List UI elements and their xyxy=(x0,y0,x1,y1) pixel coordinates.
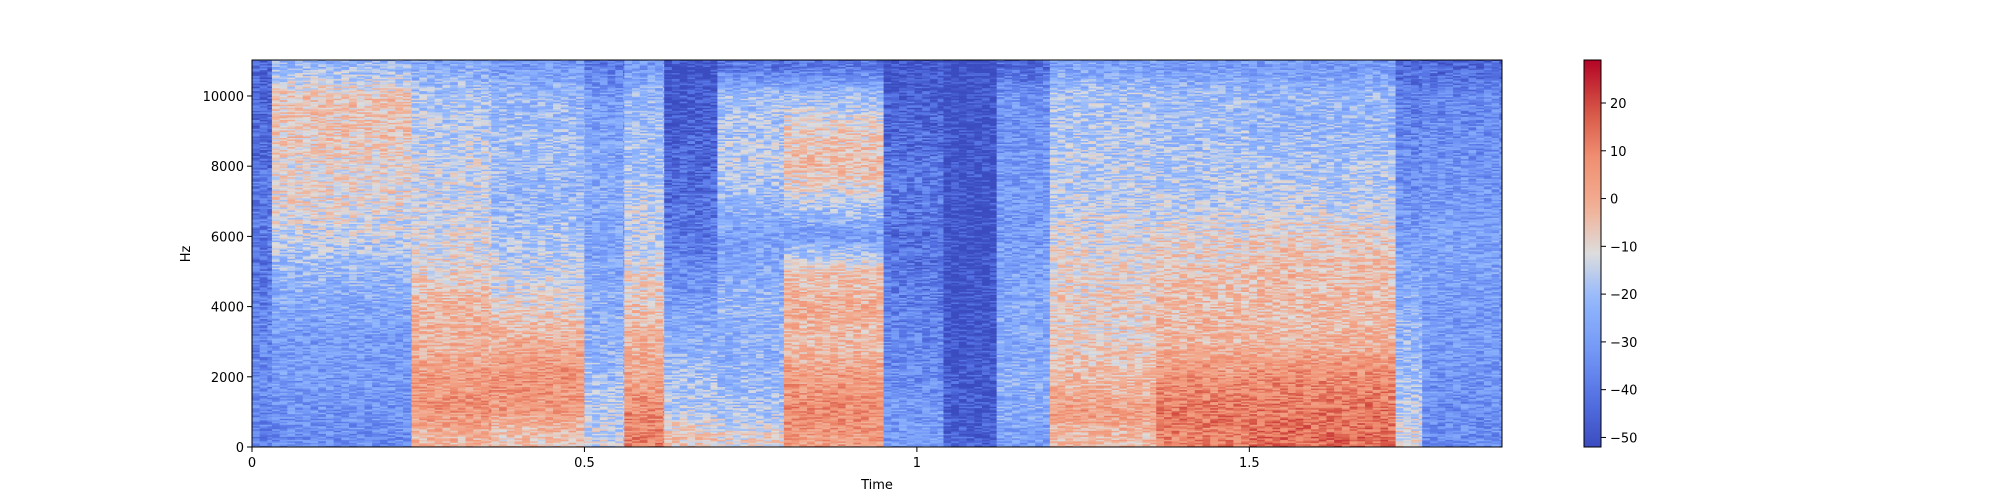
spectrogram-segment xyxy=(1050,60,1157,447)
colorbar: 20 10 0 −10 −20 −30 −40 −50 xyxy=(1584,60,1637,447)
spectrogram-segment xyxy=(252,60,272,447)
colorbar-tick-label: 0 xyxy=(1610,193,1618,208)
y-tick-label: 6000 xyxy=(211,230,244,245)
colorbar-tick-label: −50 xyxy=(1610,431,1637,446)
spectrogram-segment xyxy=(624,60,664,447)
spectrogram-segment xyxy=(784,60,884,447)
spectrogram-segment xyxy=(412,60,492,447)
spectrogram-segment xyxy=(491,60,584,447)
spectrogram-segment xyxy=(1156,60,1249,447)
y-tick-label: 0 xyxy=(236,441,244,456)
colorbar-tick-label: −40 xyxy=(1610,384,1637,399)
spectrogram-segment xyxy=(884,60,944,447)
x-tick-label: 1.5 xyxy=(1239,456,1260,471)
x-tick-label: 0.5 xyxy=(574,456,595,471)
spectrogram-segment xyxy=(1396,60,1423,447)
colorbar-tick-label: −10 xyxy=(1610,240,1637,255)
x-tick-label: 1 xyxy=(913,456,921,471)
y-axis: 0 2000 4000 6000 8000 10000 xyxy=(203,90,252,456)
y-tick-label: 2000 xyxy=(211,371,244,386)
colorbar-tick-label: −30 xyxy=(1610,336,1637,351)
colorbar-tick-label: −20 xyxy=(1610,288,1637,303)
spectrogram-segment xyxy=(717,60,784,447)
y-tick-label: 4000 xyxy=(211,301,244,316)
x-axis-label: Time xyxy=(860,478,893,493)
colorbar-tick-label: 10 xyxy=(1610,145,1627,160)
spectrogram-segment xyxy=(997,60,1051,447)
spectrogram-segment xyxy=(943,60,997,447)
colorbar-gradient xyxy=(1584,60,1601,447)
y-tick-label: 10000 xyxy=(203,90,244,105)
y-tick-label: 8000 xyxy=(211,160,244,175)
spectrogram-segment xyxy=(664,60,718,447)
spectrogram-segment xyxy=(1422,60,1502,447)
spectrogram-segment xyxy=(584,60,624,447)
y-axis-label: Hz xyxy=(179,246,194,263)
spectrogram-plot-area xyxy=(252,60,1502,447)
x-axis: 0 0.5 1 1.5 xyxy=(248,447,1260,471)
colorbar-tick-label: 20 xyxy=(1610,97,1627,112)
x-tick-label: 0 xyxy=(248,456,256,471)
spectrogram-segment xyxy=(272,60,412,447)
spectrogram-segment xyxy=(1249,60,1396,447)
